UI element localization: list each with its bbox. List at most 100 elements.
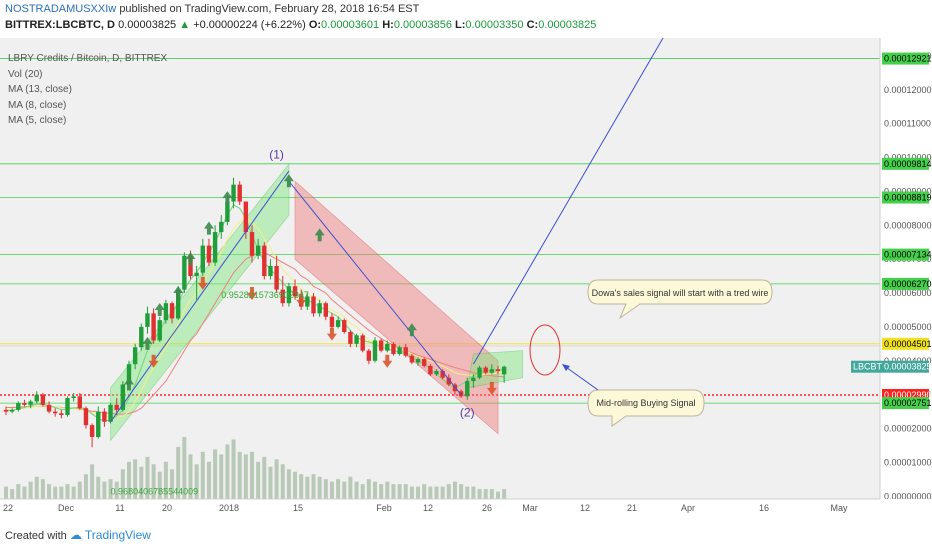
candle-body bbox=[163, 303, 169, 321]
price-level-badge-label: 0.00012921 bbox=[884, 54, 932, 64]
volume-bar bbox=[114, 481, 119, 499]
time-axis-tick-label: 21 bbox=[627, 503, 637, 513]
volume-bar bbox=[176, 446, 181, 499]
volume-bar bbox=[22, 486, 27, 499]
down-channel bbox=[294, 180, 499, 435]
buy-arrow-icon bbox=[406, 323, 417, 337]
candle-body bbox=[46, 404, 52, 412]
time-axis-background bbox=[0, 499, 932, 520]
candle-body bbox=[372, 340, 378, 361]
candle-body bbox=[126, 364, 132, 385]
candle-body bbox=[89, 425, 95, 438]
low-value: 0.00003350 bbox=[465, 19, 524, 31]
time-axis-tick-label: Mar bbox=[522, 503, 538, 513]
candle-body bbox=[428, 365, 433, 375]
time-axis-tick-label: Apr bbox=[681, 503, 695, 513]
callout-text: Dowa's sales signal will start with a tr… bbox=[592, 288, 769, 298]
open-value: 0.00003601 bbox=[321, 19, 380, 31]
pointer-arrow-icon bbox=[562, 364, 570, 371]
volume-bar bbox=[53, 486, 58, 499]
volume-bar bbox=[274, 459, 279, 499]
symbol-label: BITTREX:LBCBTC, D bbox=[5, 19, 115, 31]
created-with-text: Created with bbox=[5, 530, 67, 542]
tradingview-brand[interactable]: TradingView bbox=[84, 528, 151, 542]
candle-body bbox=[219, 221, 224, 233]
price-level-badge-label: 0.00007134 bbox=[884, 250, 932, 260]
candle-body bbox=[237, 184, 242, 202]
candle-body bbox=[458, 391, 464, 397]
ma-13-line bbox=[6, 251, 505, 415]
tradingview-logo-icon: ☁ bbox=[69, 528, 82, 542]
volume-bar bbox=[280, 464, 285, 499]
projection-line bbox=[472, 37, 664, 365]
current-price-badge bbox=[882, 360, 929, 373]
volume-bar bbox=[366, 479, 371, 499]
candle-body bbox=[403, 347, 408, 356]
volume-bar bbox=[188, 454, 193, 499]
price-change: +0.00000224 (+6.22%) bbox=[193, 19, 306, 31]
volume-bar bbox=[83, 474, 88, 499]
volume-bar bbox=[373, 481, 377, 499]
volume-bar bbox=[446, 484, 451, 499]
volume-bar bbox=[428, 486, 433, 499]
candle-body bbox=[120, 384, 126, 410]
volume-bar bbox=[311, 474, 316, 499]
close-value: 0.00003825 bbox=[538, 19, 597, 31]
sell-arrow-icon bbox=[326, 327, 337, 341]
candle-body bbox=[354, 335, 359, 344]
candle-body bbox=[360, 335, 365, 351]
candle-body bbox=[102, 411, 107, 422]
price-level-badge bbox=[882, 157, 929, 170]
candle-body bbox=[471, 377, 476, 382]
volume-bar bbox=[102, 481, 107, 499]
volume-bar bbox=[262, 456, 267, 499]
candle-body bbox=[83, 408, 89, 426]
candle-body bbox=[311, 296, 316, 314]
price-level-badge bbox=[882, 337, 929, 350]
volume-bar bbox=[145, 456, 150, 499]
volume-bar bbox=[471, 486, 476, 499]
indicator-legend: LBRY Credits / Bitcoin, D, BITTREX Vol (… bbox=[8, 51, 167, 129]
volume-bar bbox=[206, 461, 211, 499]
fib-level-label: 0.9528215736902347 bbox=[221, 290, 309, 300]
buy-arrow-icon bbox=[154, 302, 165, 316]
low-label: L: bbox=[455, 19, 466, 31]
price-axis-tick-label: 0.00008000 bbox=[884, 220, 932, 230]
candle-body bbox=[40, 394, 46, 405]
volume-bar bbox=[422, 484, 427, 499]
volume-bar bbox=[416, 486, 421, 499]
volume-bar bbox=[465, 486, 470, 499]
volume-bar bbox=[385, 481, 390, 499]
price-axis-background bbox=[880, 38, 932, 499]
time-axis-tick-label: 26 bbox=[482, 503, 492, 513]
volume-bar bbox=[256, 461, 261, 499]
footer: Created with ☁ TradingView bbox=[5, 528, 151, 542]
candle-body bbox=[366, 350, 372, 361]
highlight-circle bbox=[529, 324, 561, 376]
volume-bar bbox=[483, 489, 488, 499]
volume-bar bbox=[397, 484, 402, 499]
candle-body bbox=[262, 245, 267, 277]
legend-title: LBRY Credits / Bitcoin, D, BITTREX bbox=[8, 53, 168, 64]
price-level-badge bbox=[882, 52, 929, 65]
price-axis-tick-label: 0.00010000 bbox=[884, 153, 932, 163]
author-link[interactable]: NOSTRADAMUSXXIw bbox=[5, 3, 117, 15]
candle-body bbox=[108, 404, 113, 422]
time-axis-tick-label: 16 bbox=[759, 503, 769, 513]
candle-body bbox=[501, 366, 507, 375]
volume-bar bbox=[391, 484, 396, 499]
candle-body bbox=[243, 201, 249, 233]
volume-bar bbox=[28, 481, 33, 499]
candle-body bbox=[495, 369, 501, 371]
volume-bar bbox=[151, 464, 156, 499]
volume-bar bbox=[139, 466, 144, 499]
candle-body bbox=[329, 316, 335, 327]
sell-arrow-icon bbox=[486, 381, 497, 395]
volume-bar bbox=[459, 484, 464, 499]
price-axis-tick-label: 0.00002000 bbox=[884, 424, 932, 434]
price-level-badge bbox=[882, 397, 929, 410]
volume-bar bbox=[336, 479, 341, 499]
price-axis-tick-label: 0.00006000 bbox=[884, 288, 932, 298]
price-chart[interactable]: (1) (2) 0.9528215736902347 0.96804067855440… bbox=[0, 0, 932, 520]
volume-bar bbox=[71, 486, 76, 499]
